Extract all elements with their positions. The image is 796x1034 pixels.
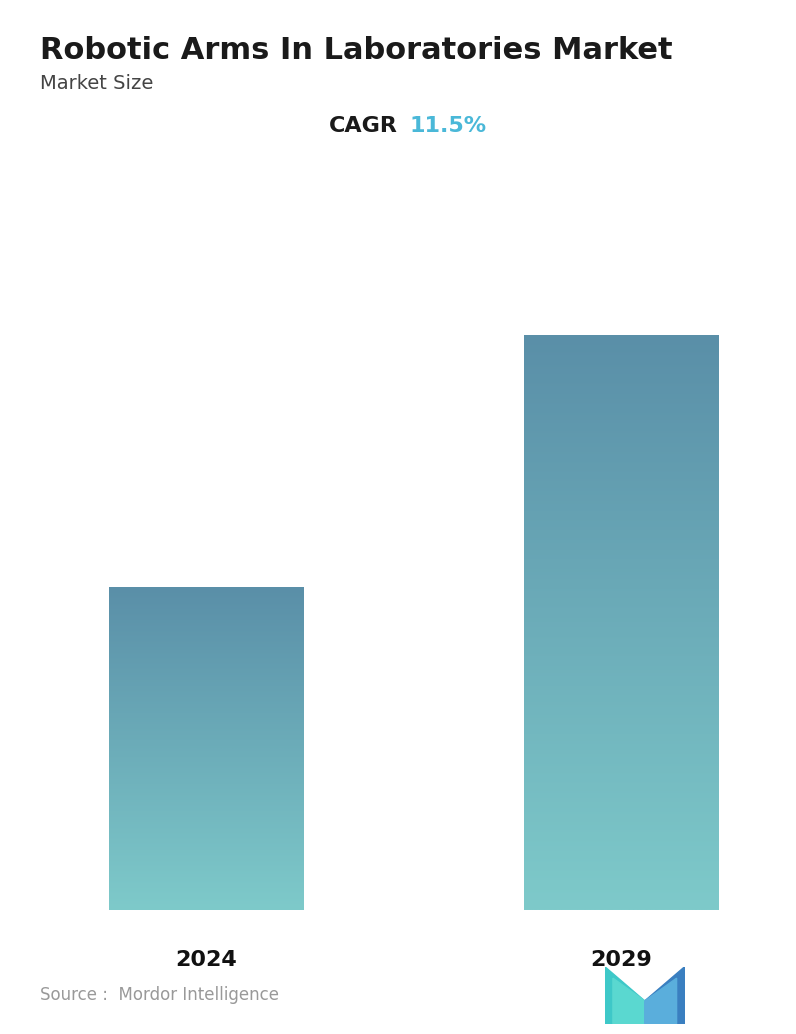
Polygon shape: [645, 967, 685, 1024]
Text: 11.5%: 11.5%: [410, 116, 487, 135]
Text: 2029: 2029: [591, 950, 653, 970]
Text: Market Size: Market Size: [40, 74, 153, 93]
Text: CAGR: CAGR: [329, 116, 398, 135]
Text: Robotic Arms In Laboratories Market: Robotic Arms In Laboratories Market: [40, 36, 673, 65]
Polygon shape: [613, 978, 645, 1024]
Polygon shape: [605, 967, 645, 1024]
Polygon shape: [645, 978, 677, 1024]
Text: 2024: 2024: [175, 950, 237, 970]
Text: Source :  Mordor Intelligence: Source : Mordor Intelligence: [40, 985, 279, 1004]
